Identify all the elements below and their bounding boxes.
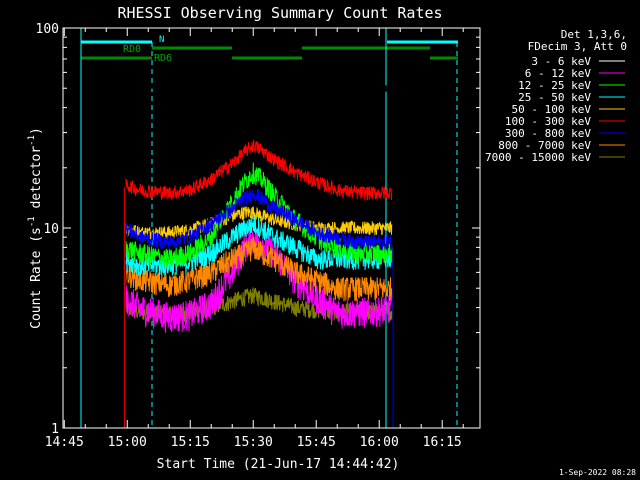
x-tick-label: 16:00 (360, 435, 399, 450)
x-tick-label: 15:30 (234, 435, 273, 450)
series-layer (123, 70, 394, 428)
x-tick-label: 15:45 (297, 435, 336, 450)
y-tick-label: 1 (51, 422, 59, 437)
y-axis-title-part2: detector (29, 146, 44, 217)
legend-entry-label: 50 - 100 keV (512, 103, 592, 116)
legend-header-1: Det 1,3,6, (561, 28, 627, 41)
series-line (124, 162, 393, 269)
series-line (124, 236, 393, 302)
flag-bars: N RD0 RD6 (81, 35, 458, 64)
x-axis-title: Start Time (21-Jun-17 14:44:42) (157, 457, 400, 472)
footer-timestamp: 1-Sep-2022 08:28 (559, 468, 636, 477)
flag-rd6-label: RD6 (154, 53, 172, 64)
series-line (124, 206, 393, 242)
legend-entry-label: 12 - 25 keV (518, 79, 591, 92)
legend-entry-label: 100 - 300 keV (505, 115, 591, 128)
y-axis-title-exp2: -1 (27, 135, 37, 146)
y-tick-label: 100 (36, 22, 59, 37)
series-line (124, 70, 393, 93)
legend-entry-label: 6 - 12 keV (525, 67, 592, 80)
legend-header-2: FDecim 3, Att 0 (528, 40, 627, 53)
y-axis-title-part3: ) (29, 127, 44, 135)
series-line (124, 188, 393, 251)
tick-marks: 14:45 15:00 15:15 15:30 15:45 16:00 16:15 1 10 10… (36, 22, 480, 450)
x-tick-label: 14:45 (45, 435, 84, 450)
chart-title: RHESSI Observing Summary Count Rates (117, 4, 442, 22)
flag-rd0-label: RD0 (123, 44, 141, 55)
y-axis-title-exp1: -1 (27, 216, 37, 227)
series-line (124, 215, 393, 276)
legend-entry-label: 800 - 7000 keV (498, 139, 591, 152)
x-tick-label: 15:15 (171, 435, 210, 450)
flag-n-label: N (159, 35, 164, 45)
x-tick-label: 15:00 (108, 435, 147, 450)
x-tick-label: 16:15 (423, 435, 462, 450)
legend-entry-label: 300 - 800 keV (505, 127, 591, 140)
series-line (124, 139, 393, 201)
legend-entry-label: 3 - 6 keV (531, 55, 591, 68)
y-axis-title-part1: Count Rate (s (29, 227, 44, 329)
y-axis-title: Count Rate (s-1 detector-1) (27, 127, 44, 329)
legend-entry-label: 7000 - 15000 keV (485, 151, 591, 164)
legend-entry-label: 25 - 50 keV (518, 91, 591, 104)
y-tick-label: 10 (43, 222, 59, 237)
